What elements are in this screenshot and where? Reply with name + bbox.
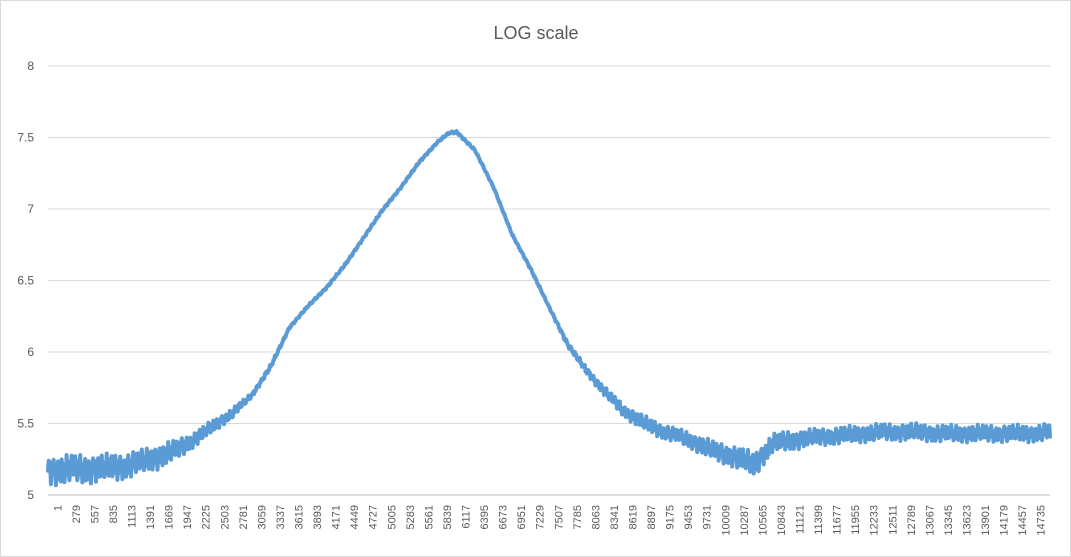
x-tick-label: 14735 bbox=[1036, 505, 1048, 536]
x-tick-label: 5839 bbox=[442, 505, 454, 529]
x-tick-label: 10287 bbox=[739, 505, 751, 536]
x-tick-label: 13067 bbox=[924, 505, 936, 536]
y-tick-label: 8 bbox=[27, 59, 34, 73]
x-tick-label: 12789 bbox=[906, 505, 918, 536]
x-tick-label: 2225 bbox=[201, 505, 213, 529]
y-tick-label: 5.5 bbox=[17, 417, 34, 431]
x-tick-label: 13623 bbox=[962, 505, 974, 536]
x-tick-label: 1669 bbox=[164, 505, 176, 529]
x-tick-label: 8619 bbox=[628, 505, 640, 529]
x-tick-label: 3337 bbox=[275, 505, 287, 529]
y-tick-label: 7.5 bbox=[17, 131, 34, 145]
y-tick-label: 5 bbox=[27, 488, 34, 502]
x-tick-label: 14179 bbox=[999, 505, 1011, 536]
x-tick-label: 10009 bbox=[720, 505, 732, 536]
x-tick-label: 6395 bbox=[479, 505, 491, 529]
x-tick-label: 8063 bbox=[590, 505, 602, 529]
x-tick-label: 4449 bbox=[349, 505, 361, 529]
x-tick-label: 10843 bbox=[776, 505, 788, 536]
x-tick-label: 2503 bbox=[219, 505, 231, 529]
x-tick-label: 279 bbox=[71, 505, 83, 523]
x-tick-label: 7507 bbox=[553, 505, 565, 529]
x-tick-label: 1 bbox=[52, 505, 64, 511]
x-tick-label: 6117 bbox=[461, 505, 473, 529]
x-axis-tick-labels: 1 279 557 835 1113 1391 1669 1947 2225 2503 2781 30… bbox=[52, 505, 1047, 536]
x-tick-label: 1113 bbox=[127, 505, 139, 528]
x-tick-label: 835 bbox=[108, 505, 120, 523]
x-tick-label: 3059 bbox=[256, 505, 268, 529]
y-tick-label: 6 bbox=[27, 345, 34, 359]
x-tick-label: 6673 bbox=[498, 505, 510, 529]
x-tick-label: 14457 bbox=[1017, 505, 1029, 536]
x-tick-label: 10565 bbox=[757, 505, 769, 536]
series-group bbox=[46, 129, 1052, 488]
x-tick-label: 7785 bbox=[572, 505, 584, 529]
x-tick-label: 5283 bbox=[405, 505, 417, 529]
series-line bbox=[46, 129, 1052, 488]
x-tick-label: 12233 bbox=[869, 505, 881, 536]
x-tick-label: 11399 bbox=[813, 505, 825, 535]
x-tick-label: 11955 bbox=[850, 505, 862, 535]
x-tick-label: 9175 bbox=[665, 505, 677, 529]
x-tick-label: 13345 bbox=[943, 505, 955, 536]
x-tick-label: 7229 bbox=[535, 505, 547, 529]
y-tick-label: 6.5 bbox=[17, 274, 34, 288]
x-tick-label: 1391 bbox=[145, 505, 157, 529]
x-tick-label: 4727 bbox=[368, 505, 380, 529]
x-tick-label: 9453 bbox=[683, 505, 695, 529]
x-tick-label: 5005 bbox=[386, 505, 398, 529]
x-tick-label: 11677 bbox=[832, 505, 844, 535]
x-tick-label: 8897 bbox=[646, 505, 658, 529]
x-tick-label: 1947 bbox=[182, 505, 194, 529]
x-tick-label: 9731 bbox=[702, 505, 714, 529]
x-tick-label: 8341 bbox=[609, 505, 621, 529]
x-tick-label: 3615 bbox=[294, 505, 306, 529]
x-tick-label: 4171 bbox=[331, 505, 343, 529]
y-tick-label: 7 bbox=[27, 202, 34, 216]
x-tick-label: 12511 bbox=[887, 505, 899, 535]
x-tick-label: 2781 bbox=[238, 505, 250, 529]
chart-title: LOG scale bbox=[493, 23, 578, 43]
x-tick-label: 13901 bbox=[980, 505, 992, 536]
x-tick-label: 557 bbox=[89, 505, 101, 523]
x-tick-label: 6951 bbox=[516, 505, 528, 529]
y-axis-tick-labels: 5 5.5 6 6.5 7 7.5 8 bbox=[17, 59, 34, 502]
x-tick-label: 3893 bbox=[312, 505, 324, 529]
x-tick-label: 11121 bbox=[795, 505, 807, 534]
x-tick-label: 5561 bbox=[423, 505, 435, 529]
